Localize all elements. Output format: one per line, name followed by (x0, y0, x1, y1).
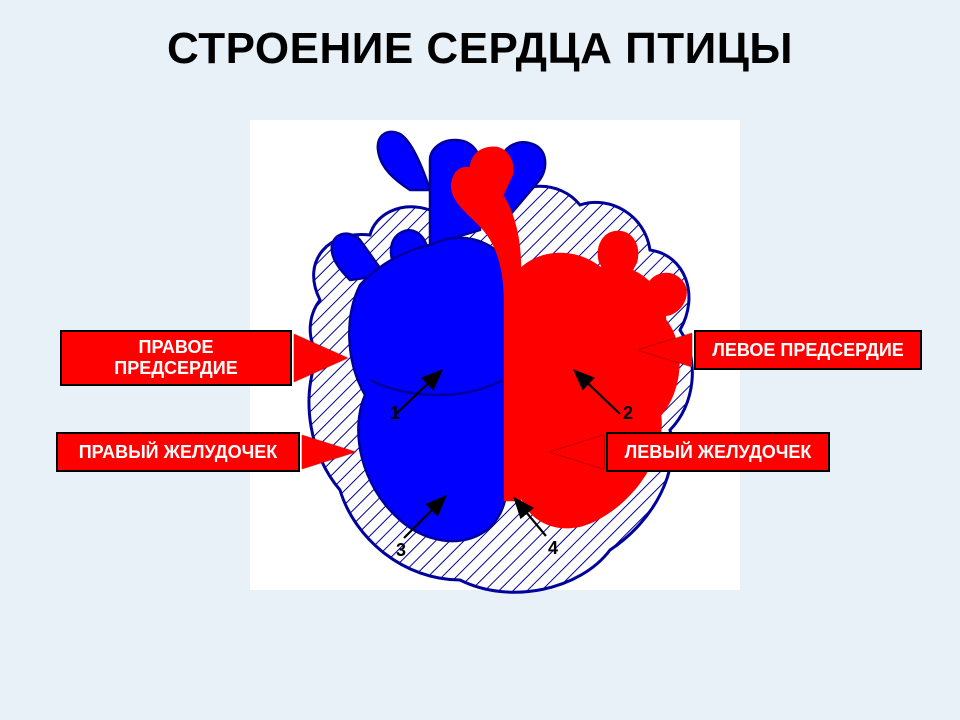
diagram-number-2: 2 (623, 403, 633, 424)
diagram-number-4: 4 (548, 538, 558, 559)
callout-label: ПРАВОЕ ПРЕДСЕРДИЕ (60, 330, 292, 386)
callout-label: ЛЕВЫЙ ЖЕЛУДОЧЕК (606, 432, 830, 472)
diagram-number-3: 3 (396, 540, 406, 561)
callout-arrow-icon (302, 435, 356, 469)
callout-arrow-icon (638, 333, 692, 367)
callout-arrow-icon (550, 435, 604, 469)
callout-arrow-icon (294, 334, 348, 382)
callout-label: ПРАВЫЙ ЖЕЛУДОЧЕК (56, 432, 300, 472)
callout-label: ЛЕВОЕ ПРЕДСЕРДИЕ (694, 330, 922, 370)
page-title: СТРОЕНИЕ СЕРДЦА ПТИЦЫ (0, 24, 960, 74)
diagram-number-1: 1 (390, 403, 400, 424)
